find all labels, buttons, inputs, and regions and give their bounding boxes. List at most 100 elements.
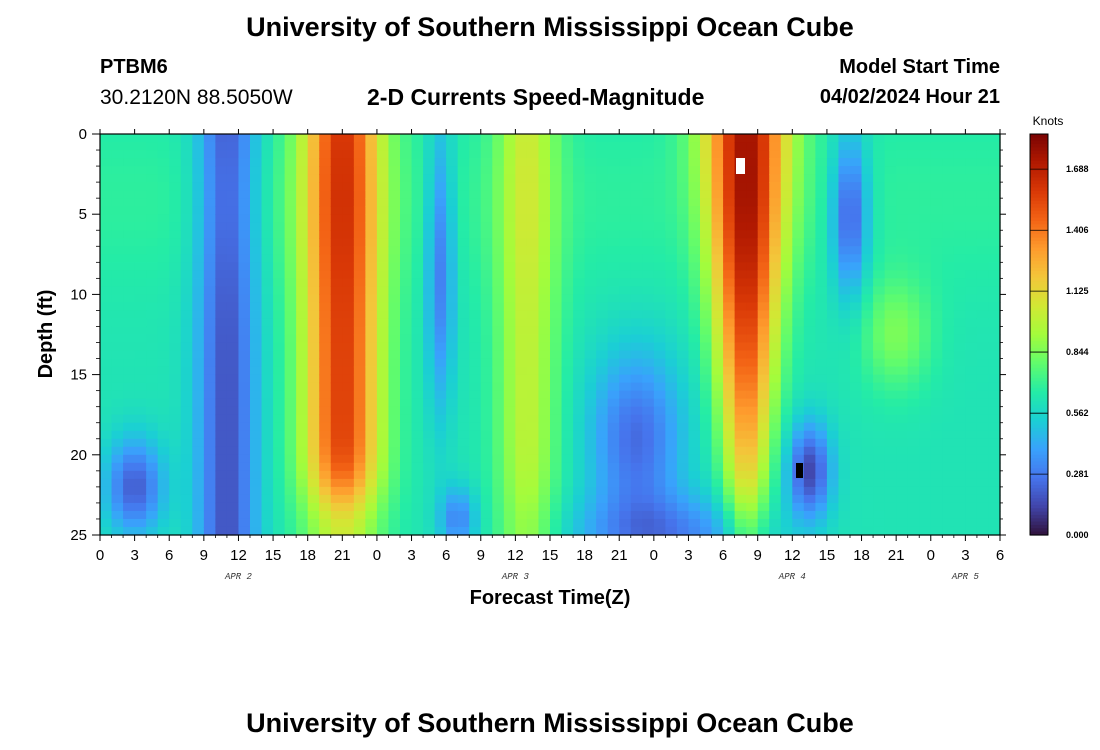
heatmap-cell [953, 214, 966, 223]
heatmap-cell [411, 518, 424, 528]
heatmap-cell [676, 134, 690, 143]
heatmap-cell [284, 334, 297, 344]
heatmap-cell [965, 142, 978, 151]
heatmap-cell [561, 166, 574, 175]
heatmap-cell [480, 470, 493, 480]
heatmap-cell [169, 454, 182, 464]
heatmap-cell [353, 406, 366, 416]
heatmap-cell [388, 518, 401, 528]
heatmap-cell [688, 230, 701, 239]
heatmap-cell [250, 382, 263, 392]
heatmap-cell [180, 446, 193, 456]
heatmap-cell [838, 246, 851, 255]
heatmap-cell [526, 366, 540, 376]
heatmap-cell [423, 254, 436, 263]
heatmap-cell [296, 326, 309, 336]
heatmap-cell [630, 286, 643, 295]
heatmap-cell [838, 382, 851, 392]
heatmap-cell [307, 510, 320, 520]
heatmap-cell [480, 382, 493, 392]
heatmap-cell [676, 526, 690, 536]
colorbar-segment [1030, 234, 1048, 239]
heatmap-cell [469, 502, 482, 512]
heatmap-cell [388, 278, 401, 287]
heatmap-cell [838, 502, 851, 512]
heatmap-cell [250, 246, 263, 255]
heatmap-cell [457, 182, 470, 191]
heatmap-cell [457, 438, 470, 448]
heatmap-cell [711, 470, 724, 480]
colorbar-segment [1030, 511, 1048, 516]
heatmap-cell [526, 350, 540, 360]
heatmap-cell [226, 358, 240, 368]
heatmap-cell [180, 310, 193, 320]
heatmap-cell [780, 350, 793, 360]
heatmap-cell [896, 358, 909, 368]
heatmap-cell [873, 518, 886, 528]
heatmap-cell [815, 166, 828, 175]
heatmap-cell [561, 238, 574, 247]
heatmap-cell [780, 390, 793, 400]
heatmap-cell [584, 214, 597, 223]
heatmap-cell [965, 262, 978, 271]
heatmap-cell [988, 254, 1001, 263]
heatmap-cell [365, 174, 378, 183]
x-tick-label: 15 [819, 547, 836, 564]
heatmap-cell [896, 198, 909, 207]
heatmap-cell [688, 238, 701, 247]
heatmap-cell [434, 398, 447, 408]
heatmap-cell [700, 526, 713, 536]
colorbar-segment [1030, 401, 1048, 406]
heatmap-cell [757, 382, 770, 392]
heatmap-cell [146, 142, 159, 151]
heatmap-cell [665, 494, 678, 504]
heatmap-cell [134, 358, 147, 368]
heatmap-cell [850, 182, 863, 191]
heatmap-cell [792, 318, 805, 328]
heatmap-cell [688, 374, 701, 384]
heatmap-cell [711, 294, 724, 304]
heatmap-cell [723, 278, 736, 287]
heatmap-cell [342, 270, 355, 279]
heatmap-cell [353, 366, 366, 376]
heatmap-cell [907, 518, 920, 528]
heatmap-cell [250, 526, 263, 536]
heatmap-cell [446, 230, 459, 239]
heatmap-cell [261, 166, 274, 175]
heatmap-cell [238, 142, 251, 151]
heatmap-cell [434, 502, 447, 512]
heatmap-cell [284, 382, 297, 392]
heatmap-cell [273, 310, 286, 320]
heatmap-cell [192, 158, 205, 167]
heatmap-cell [896, 470, 909, 480]
heatmap-cell [711, 246, 724, 255]
heatmap-cell [203, 198, 216, 207]
heatmap-cell [653, 270, 666, 279]
heatmap-cell [261, 526, 274, 536]
heatmap-cell [757, 286, 770, 295]
heatmap-cell [180, 142, 193, 151]
heatmap-cell [734, 462, 747, 472]
heatmap-cell [734, 470, 747, 480]
heatmap-cell [296, 286, 309, 295]
heatmap-cell [642, 494, 655, 504]
heatmap-cell [307, 318, 320, 328]
heatmap-cell [826, 430, 840, 440]
heatmap-cell [792, 166, 805, 175]
heatmap-cell [469, 470, 482, 480]
heatmap-cell [746, 230, 759, 239]
heatmap-cell [169, 246, 182, 255]
heatmap-cell [503, 414, 516, 424]
y-axis-title: Depth (ft) [35, 290, 57, 379]
heatmap-cell [850, 214, 863, 223]
heatmap-cell [792, 174, 805, 183]
heatmap-cell [388, 262, 401, 271]
colorbar-segment [1030, 254, 1048, 259]
heatmap-cell [919, 198, 932, 207]
heatmap-cell [123, 334, 136, 344]
heatmap-cell [307, 454, 320, 464]
heatmap-cell [653, 174, 666, 183]
heatmap-cell [146, 310, 159, 320]
heatmap-cell [711, 350, 724, 360]
heatmap-cell [423, 526, 436, 536]
